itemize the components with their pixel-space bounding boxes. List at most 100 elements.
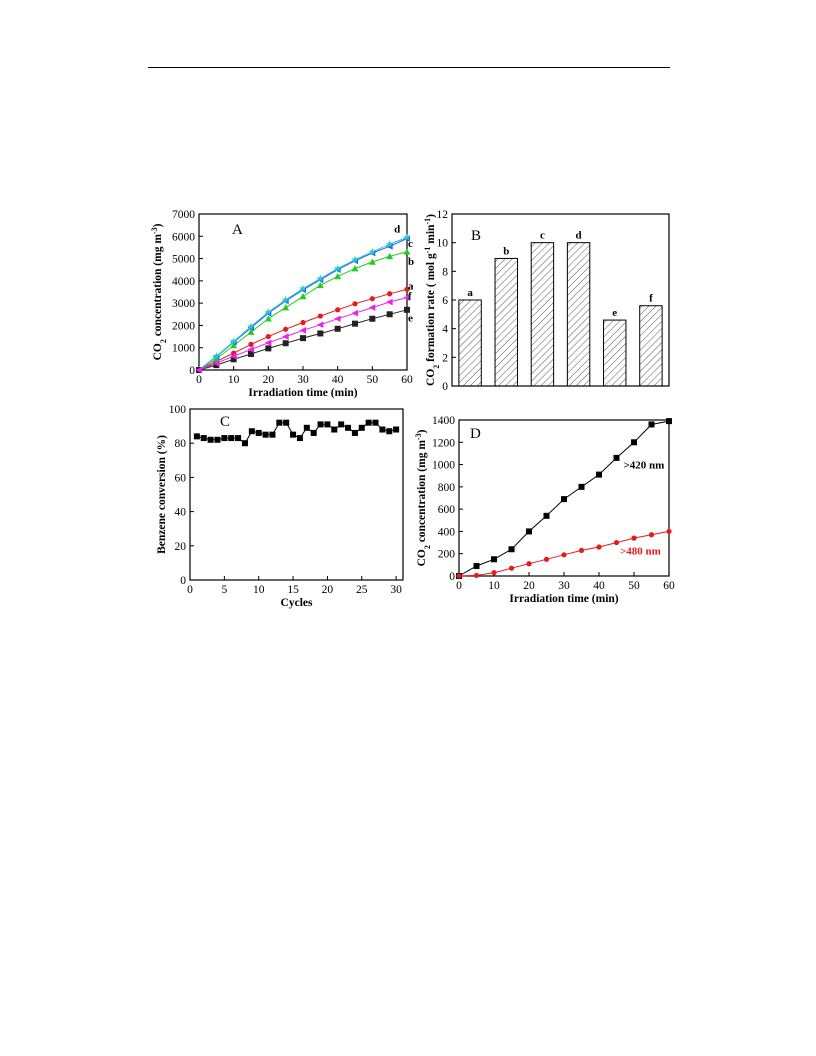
data-point bbox=[596, 544, 602, 550]
data-point bbox=[648, 421, 655, 428]
data-point bbox=[282, 304, 290, 311]
panel-letter: A bbox=[232, 222, 243, 238]
y-tick-label: 0 bbox=[180, 575, 186, 587]
series-c bbox=[195, 235, 410, 374]
plot-frame bbox=[189, 408, 404, 581]
curve-label: e bbox=[408, 313, 413, 325]
data-point bbox=[300, 319, 306, 326]
data-point bbox=[578, 547, 585, 553]
series-e bbox=[196, 306, 410, 373]
data-point bbox=[368, 247, 377, 256]
plot-frame bbox=[198, 213, 408, 371]
y-tick-label: 10 bbox=[437, 238, 449, 250]
data-point bbox=[255, 429, 262, 436]
y-tick-label: 400 bbox=[438, 526, 456, 538]
panel-d: 0 200 400 600 800 1000 1200 1400 0 10 20 30 40 50 60 Ir… bbox=[414, 415, 676, 605]
bar-label: f bbox=[649, 293, 653, 305]
y-tick-label: 3000 bbox=[172, 298, 195, 310]
x-axis-label: Irradiation time (min) bbox=[248, 387, 357, 399]
curve-label: f bbox=[408, 290, 412, 302]
data-point bbox=[631, 439, 637, 446]
page-top-rule bbox=[148, 67, 670, 68]
x-tick-label: 0 bbox=[456, 580, 462, 592]
series-line bbox=[198, 297, 408, 371]
x-tick-label: 40 bbox=[593, 580, 605, 592]
data-point bbox=[247, 322, 255, 330]
plot-frame bbox=[451, 213, 670, 387]
data-point bbox=[379, 426, 386, 433]
data-point bbox=[473, 562, 480, 569]
x-tick-label: 40 bbox=[332, 374, 344, 386]
data-point bbox=[269, 431, 276, 438]
series-label: >420 nm bbox=[624, 460, 665, 472]
x-tick-label: 0 bbox=[187, 584, 193, 596]
data-point bbox=[264, 339, 272, 347]
data-point bbox=[230, 352, 237, 360]
data-point bbox=[338, 421, 345, 428]
data-point bbox=[648, 532, 655, 538]
data-point bbox=[613, 539, 620, 546]
data-point bbox=[403, 248, 411, 255]
data-point bbox=[369, 315, 376, 322]
x-tick-label: 15 bbox=[287, 584, 299, 596]
y-tick-label: 1000 bbox=[172, 343, 195, 355]
y-tick-label: 0 bbox=[442, 381, 448, 393]
series-b bbox=[195, 248, 411, 373]
y-axis-label: Benzene conversion (%) bbox=[156, 435, 168, 554]
data-point bbox=[526, 528, 532, 535]
data-point bbox=[369, 296, 375, 302]
data-point bbox=[228, 435, 235, 442]
y-tick-label: 0 bbox=[189, 365, 195, 377]
data-point bbox=[331, 426, 338, 433]
y-tick-label: 100 bbox=[169, 404, 187, 416]
data-point bbox=[334, 272, 342, 280]
data-point bbox=[212, 352, 221, 360]
series-line bbox=[198, 238, 408, 371]
data-point bbox=[666, 418, 672, 425]
x-tick-label: 20 bbox=[263, 374, 275, 386]
curve-label: b bbox=[408, 256, 414, 268]
data-point bbox=[352, 320, 358, 327]
data-point bbox=[345, 424, 352, 431]
y-tick-label: 20 bbox=[175, 541, 187, 553]
y-tick-label: 1000 bbox=[432, 460, 455, 472]
data-point bbox=[230, 341, 238, 349]
y-tick-label: 800 bbox=[438, 482, 456, 494]
x-tick-label: 60 bbox=[401, 374, 413, 386]
data-point bbox=[265, 333, 271, 340]
data-point bbox=[324, 421, 331, 428]
y-tick-label: 0 bbox=[449, 571, 455, 583]
x-axis-label: Cycles bbox=[281, 597, 313, 609]
data-point bbox=[543, 512, 550, 519]
series-0 bbox=[193, 419, 400, 447]
data-point bbox=[543, 556, 550, 562]
data-point bbox=[358, 424, 365, 431]
series-line bbox=[198, 251, 408, 371]
data-point bbox=[393, 426, 400, 433]
data-point bbox=[613, 454, 620, 461]
data-point bbox=[456, 573, 462, 579]
y-tick-label: 200 bbox=[438, 549, 456, 561]
data-point bbox=[508, 546, 515, 553]
bar-label: a bbox=[467, 287, 473, 299]
x-tick-label: 25 bbox=[356, 584, 368, 596]
data-point bbox=[282, 340, 289, 347]
x-tick-label: 50 bbox=[367, 374, 379, 386]
data-point bbox=[221, 435, 228, 442]
x-axis-label: Irradiation time (min) bbox=[509, 593, 618, 605]
data-point bbox=[385, 240, 394, 248]
bar bbox=[566, 242, 591, 387]
data-point bbox=[235, 435, 242, 442]
data-point bbox=[317, 421, 324, 428]
bar bbox=[639, 305, 663, 387]
data-point bbox=[248, 428, 255, 435]
y-axis-label: CO2 concentration (mg m-3) bbox=[150, 223, 168, 360]
y-tick-label: 5000 bbox=[172, 254, 195, 266]
data-point bbox=[303, 424, 310, 431]
bar-label: c bbox=[540, 230, 545, 242]
data-point bbox=[333, 264, 342, 272]
data-point bbox=[387, 291, 393, 297]
data-point bbox=[299, 292, 307, 300]
data-point bbox=[351, 309, 358, 317]
